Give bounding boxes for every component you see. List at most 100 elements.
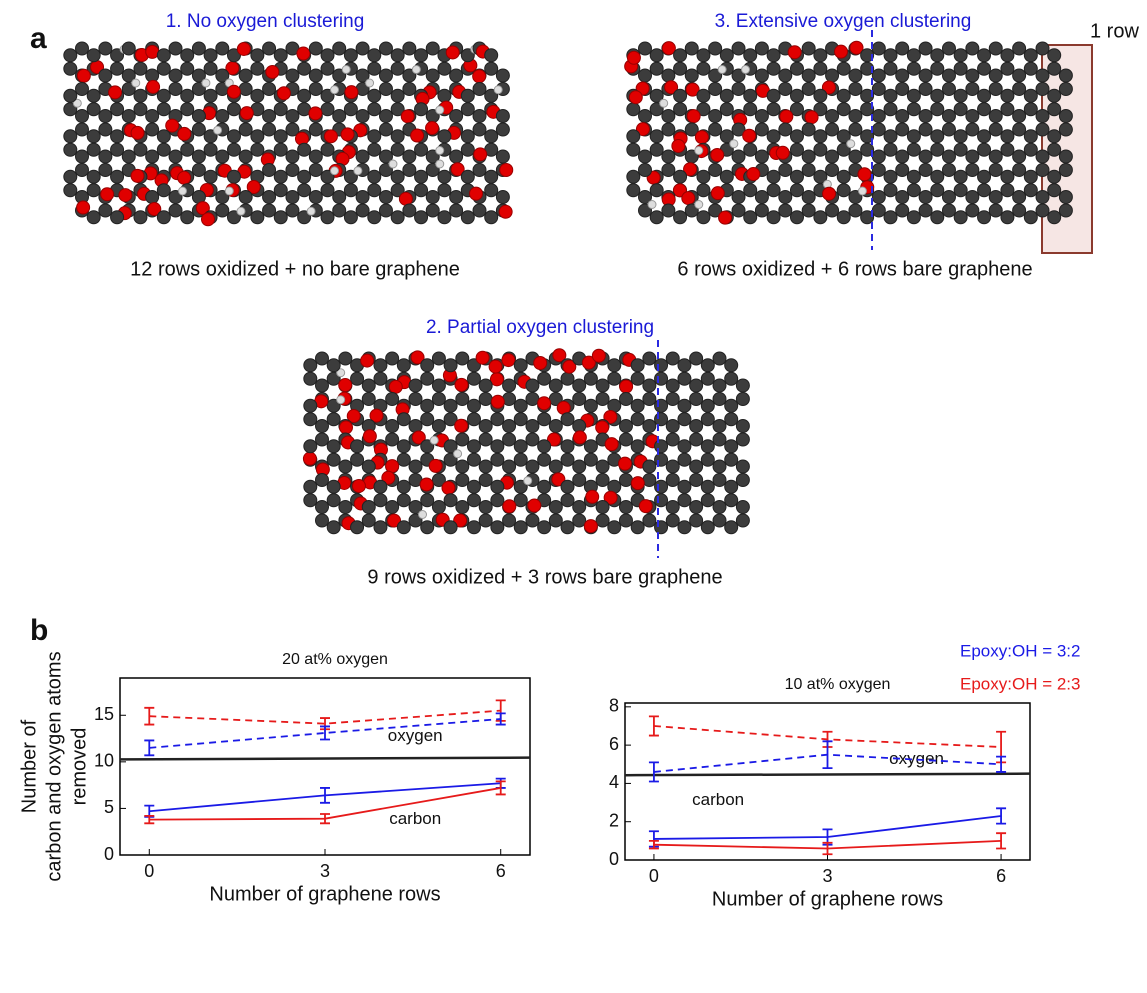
carbon-atom <box>690 474 703 487</box>
carbon-atom <box>374 372 387 385</box>
carbon-atom <box>157 130 170 143</box>
carbon-atom <box>884 184 897 197</box>
carbon-atom <box>304 372 317 385</box>
oxygen-atom <box>620 380 633 393</box>
carbon-atom <box>736 433 749 446</box>
hydrogen-atom <box>202 79 210 87</box>
carbon-atom <box>942 191 955 204</box>
oxygen-atom <box>237 42 250 55</box>
carbon-atom <box>744 89 757 102</box>
carbon-atom <box>802 191 815 204</box>
carbon-atom <box>368 170 381 183</box>
carbon-atom <box>639 69 652 82</box>
oxygen-atom <box>131 169 144 182</box>
carbon-atom <box>701 413 714 426</box>
carbon-atom <box>327 521 340 534</box>
carbon-atom <box>596 379 609 392</box>
carbon-atom <box>1013 150 1026 163</box>
carbon-atom <box>444 494 457 507</box>
carbon-atom <box>216 110 229 123</box>
carbon-atom <box>227 170 240 183</box>
carbon-atom <box>1048 130 1061 143</box>
carbon-atom <box>479 420 492 433</box>
carbon-atom <box>227 103 240 116</box>
carbon-atom <box>421 494 434 507</box>
carbon-atom <box>755 123 768 136</box>
carbon-atom <box>697 211 710 224</box>
carbon-atom <box>157 49 170 62</box>
carbon-atom <box>549 514 562 527</box>
oxygen-atom <box>101 188 114 201</box>
carbon-atom <box>304 440 317 453</box>
carbon-atom <box>403 164 416 177</box>
carbon-atom <box>368 49 381 62</box>
carbon-atom <box>849 69 862 82</box>
y-tick-label: 6 <box>609 734 619 754</box>
carbon-atom <box>157 211 170 224</box>
carbon-atom <box>690 352 703 365</box>
structure-title: 3. Extensive oxygen clustering <box>715 11 972 32</box>
carbon-atom <box>479 514 492 527</box>
carbon-atom <box>561 372 574 385</box>
carbon-atom <box>309 83 322 96</box>
carbon-atom <box>379 42 392 55</box>
carbon-atom <box>907 211 920 224</box>
oxygen-atom <box>109 86 122 99</box>
carbon-atom <box>725 440 738 453</box>
carbon-atom <box>391 130 404 143</box>
carbon-atom <box>514 440 527 453</box>
carbon-atom <box>374 521 387 534</box>
carbon-atom <box>790 89 803 102</box>
carbon-atom <box>725 372 738 385</box>
carbon-atom <box>631 413 644 426</box>
carbon-atom <box>802 69 815 82</box>
carbon-atom <box>896 69 909 82</box>
carbon-atom <box>802 42 815 55</box>
carbon-atom <box>814 130 827 143</box>
carbon-atom <box>966 150 979 163</box>
carbon-atom <box>966 164 979 177</box>
carbon-atom <box>872 164 885 177</box>
carbon-atom <box>1013 164 1026 177</box>
carbon-atom <box>485 211 498 224</box>
carbon-atom <box>344 211 357 224</box>
carbon-atom <box>327 494 340 507</box>
carbon-atom <box>1036 110 1049 123</box>
oxygen-atom <box>266 65 279 78</box>
carbon-atom <box>643 420 656 433</box>
carbon-atom <box>111 130 124 143</box>
carbon-atom <box>99 204 112 217</box>
carbon-atom <box>790 184 803 197</box>
carbon-atom <box>1048 211 1061 224</box>
carbon-atom <box>286 164 299 177</box>
carbon-atom <box>954 211 967 224</box>
oxygen-atom <box>399 192 412 205</box>
carbon-atom <box>779 204 792 217</box>
carbon-atom <box>169 204 182 217</box>
carbon-atom <box>538 453 551 466</box>
oxygen-atom <box>858 168 871 181</box>
carbon-atom <box>978 143 991 156</box>
oxygen-atom <box>426 122 439 135</box>
carbon-atom <box>87 89 100 102</box>
carbon-atom <box>884 143 897 156</box>
carbon-atom <box>690 379 703 392</box>
structure-title: 2. Partial oxygen clustering <box>426 317 654 338</box>
carbon-atom <box>169 83 182 96</box>
carbon-atom <box>87 130 100 143</box>
carbon-atom <box>1024 170 1037 183</box>
carbon-atom <box>662 110 675 123</box>
carbon-atom <box>678 521 691 534</box>
carbon-atom <box>298 89 311 102</box>
y-tick-label: 2 <box>609 810 619 830</box>
carbon-atom <box>473 123 486 136</box>
carbon-atom <box>966 123 979 136</box>
carbon-atom <box>907 62 920 75</box>
carbon-atom <box>526 393 539 406</box>
carbon-atom <box>426 204 439 217</box>
carbon-atom <box>837 184 850 197</box>
carbon-atom <box>491 521 504 534</box>
carbon-atom <box>767 49 780 62</box>
carbon-atom <box>701 521 714 534</box>
carbon-atom <box>826 150 839 163</box>
